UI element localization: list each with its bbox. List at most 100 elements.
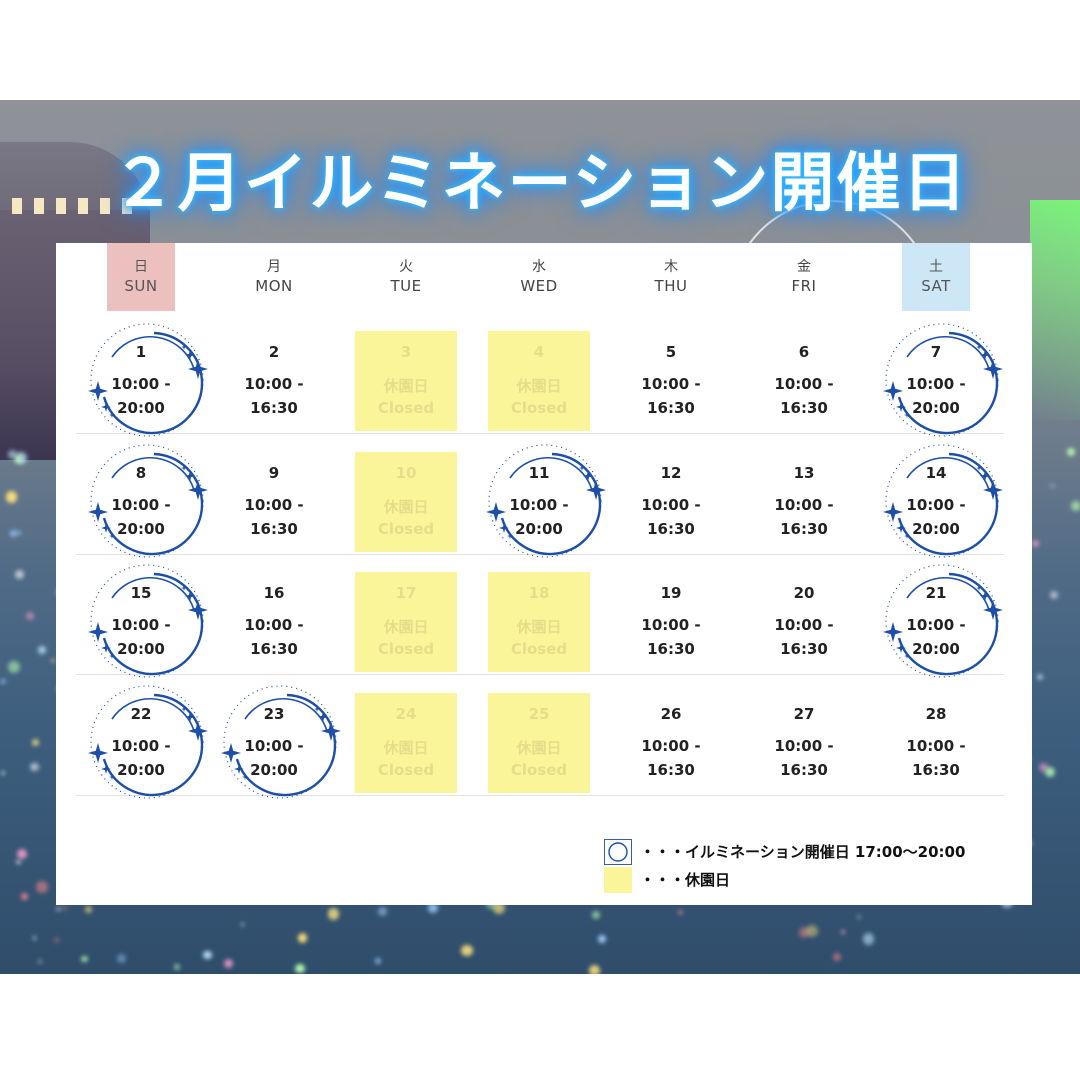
day-hours-end: 16:30 xyxy=(780,399,828,417)
calendar-day-18: 18 休園日 Closed xyxy=(474,566,604,686)
day-number: 21 xyxy=(925,584,947,602)
calendar-day-23: 23 10:00 - 20:00 xyxy=(209,685,341,807)
closed-day-highlight xyxy=(488,331,590,431)
day-number: 1 xyxy=(135,343,147,361)
day-hours-end: 16:30 xyxy=(647,640,695,658)
day-hours-end: Closed xyxy=(377,640,435,658)
day-number: 15 xyxy=(130,584,152,602)
calendar-panel: 日 SUN 月 MON 火 TUE 水 WED 木 THU 金 FRI 土 SAT 1 10:00 - 20:… xyxy=(56,243,1032,905)
day-hours-end: 20:00 xyxy=(912,399,960,417)
day-number: 4 xyxy=(533,343,545,361)
day-number: 3 xyxy=(400,343,412,361)
day-number: 8 xyxy=(135,464,147,482)
weekday-en: TUE xyxy=(390,277,422,295)
background-light-dot xyxy=(16,859,21,864)
background-light-dot xyxy=(805,925,818,937)
day-hours-start: 10:00 - xyxy=(774,375,834,393)
day-hours-start: 10:00 - xyxy=(111,496,171,514)
day-hours-end: 20:00 xyxy=(117,399,165,417)
calendar-day-28: 28 10:00 - 16:30 xyxy=(871,687,1001,807)
background-light-dot xyxy=(32,936,36,940)
weekday-header-wed: 水 WED xyxy=(505,243,573,311)
building-window xyxy=(12,198,22,214)
background-light-dot xyxy=(36,881,48,893)
background-light-dot xyxy=(84,905,93,914)
weekday-header-tue: 火 TUE xyxy=(372,243,440,311)
background-light-dot xyxy=(295,963,305,974)
building-window xyxy=(122,198,132,214)
day-hours-end: Closed xyxy=(510,640,568,658)
weekday-jp: 木 xyxy=(664,259,678,275)
day-hours-start: 10:00 - xyxy=(641,616,701,634)
weekday-header-thu: 木 THU xyxy=(637,243,705,311)
row-divider xyxy=(76,433,1004,434)
background-light-dot xyxy=(1066,448,1075,456)
background-light-dot xyxy=(862,933,875,945)
day-number: 17 xyxy=(395,584,417,602)
calendar-day-14: 14 10:00 - 20:00 xyxy=(871,444,1003,566)
background-light-dot xyxy=(832,953,841,962)
day-hours-end: 16:30 xyxy=(250,399,298,417)
building-window xyxy=(78,198,88,214)
calendar-day-21: 21 10:00 - 20:00 xyxy=(871,564,1003,686)
calendar-day-9: 9 10:00 - 16:30 xyxy=(209,446,339,566)
building-window xyxy=(56,198,66,214)
background-light-dot xyxy=(15,455,23,463)
day-number: 16 xyxy=(263,584,285,602)
background-light-dot xyxy=(224,958,234,968)
background-light-dot xyxy=(5,490,18,503)
weekday-en: MON xyxy=(255,277,293,295)
calendar-day-3: 3 休園日 Closed xyxy=(341,325,471,445)
background-light-dot xyxy=(374,958,381,965)
day-hours-start: 休園日 xyxy=(383,377,429,395)
calendar-day-20: 20 10:00 - 16:30 xyxy=(739,566,869,686)
weekday-jp: 月 xyxy=(267,259,281,275)
calendar-day-2: 2 10:00 - 16:30 xyxy=(209,325,339,445)
day-hours-end: 16:30 xyxy=(912,761,960,779)
day-number: 20 xyxy=(793,584,815,602)
day-hours-start: 10:00 - xyxy=(111,737,171,755)
calendar-day-25: 25 休園日 Closed xyxy=(474,687,604,807)
calendar-day-26: 26 10:00 - 16:30 xyxy=(606,687,736,807)
day-number: 24 xyxy=(395,705,417,723)
background-light-dot xyxy=(1050,483,1055,489)
background-light-dot xyxy=(241,923,245,927)
day-hours-end: 16:30 xyxy=(250,520,298,538)
background-light-dot xyxy=(297,933,308,943)
background-light-dot xyxy=(26,611,34,620)
day-hours-end: 16:30 xyxy=(780,520,828,538)
day-hours-start: 休園日 xyxy=(383,618,429,636)
day-number: 22 xyxy=(130,705,152,723)
background-light-dot xyxy=(0,678,6,685)
day-number: 10 xyxy=(395,464,417,482)
calendar-day-5: 5 10:00 - 16:30 xyxy=(606,325,736,445)
weekday-en: THU xyxy=(654,277,688,295)
day-hours-end: Closed xyxy=(377,761,435,779)
day-number: 5 xyxy=(665,343,677,361)
background-light-dot xyxy=(203,950,213,960)
day-hours-start: 10:00 - xyxy=(244,375,304,393)
background-light-dot xyxy=(1032,540,1040,548)
day-hours-start: 10:00 - xyxy=(244,496,304,514)
calendar-day-13: 13 10:00 - 16:30 xyxy=(739,446,869,566)
background-light-dot xyxy=(461,944,474,957)
background-light-dot xyxy=(378,906,388,916)
day-number: 27 xyxy=(793,705,815,723)
calendar-day-19: 19 10:00 - 16:30 xyxy=(606,566,736,686)
day-hours-end: 16:30 xyxy=(647,399,695,417)
weekday-en: WED xyxy=(520,277,558,295)
background-light-dot xyxy=(173,963,181,970)
background-light-dot xyxy=(38,959,42,964)
background-light-dot xyxy=(1045,767,1056,778)
day-hours-start: 10:00 - xyxy=(641,737,701,755)
day-number: 28 xyxy=(925,705,947,723)
background-light-dot xyxy=(17,530,22,535)
page-title: ２月イルミネーション開催日 xyxy=(111,147,969,221)
day-hours-end: 20:00 xyxy=(117,520,165,538)
background-light-dot xyxy=(492,902,505,915)
calendar-day-6: 6 10:00 - 16:30 xyxy=(739,325,869,445)
weekday-jp: 火 xyxy=(399,259,413,275)
weekday-header-fri: 金 FRI xyxy=(770,243,838,311)
day-hours-start: 10:00 - xyxy=(774,616,834,634)
weekday-jp: 日 xyxy=(134,259,148,275)
